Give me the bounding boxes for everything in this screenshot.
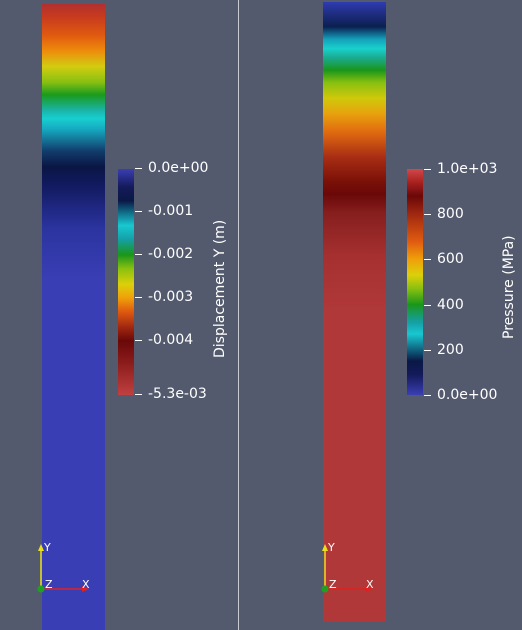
displacement-color-legend bbox=[118, 169, 134, 395]
legend-tick-label: -5.3e-03 bbox=[148, 386, 207, 402]
displacement-column bbox=[42, 4, 105, 630]
legend-tick-label: 600 bbox=[437, 251, 464, 267]
legend-tick-label: 0.0e+00 bbox=[148, 160, 208, 176]
legend-tick-label: 400 bbox=[437, 297, 464, 313]
legend-tick-label: 200 bbox=[437, 342, 464, 358]
pressure-legend-title: Pressure (MPa) bbox=[501, 235, 517, 339]
axis-x-label: X bbox=[366, 579, 374, 590]
legend-tick-label: -0.002 bbox=[148, 246, 193, 262]
legend-tick-label: -0.003 bbox=[148, 289, 193, 305]
orientation-axes: Y X Z bbox=[318, 538, 378, 598]
render-view-right[interactable]: 1.0e+03 800 600 400 200 0.0e+00 Pressure… bbox=[239, 0, 522, 630]
render-view-left[interactable]: 0.0e+00 -0.001 -0.002 -0.003 -0.004 -5.3… bbox=[0, 0, 238, 630]
legend-tick-label: 1.0e+03 bbox=[437, 161, 497, 177]
legend-tick-label: -0.004 bbox=[148, 332, 193, 348]
displacement-legend-title: Displacement Y (m) bbox=[212, 220, 228, 358]
legend-tick-label: -0.001 bbox=[148, 203, 193, 219]
legend-tick-label: 800 bbox=[437, 206, 464, 222]
legend-tick-label: 0.0e+00 bbox=[437, 387, 497, 403]
axis-x-label: X bbox=[82, 579, 90, 590]
axis-y-label: Y bbox=[44, 542, 51, 553]
axis-z-label: Z bbox=[329, 579, 337, 590]
pressure-color-legend bbox=[407, 169, 423, 395]
pressure-column bbox=[323, 2, 386, 622]
orientation-axes: Y X Z bbox=[34, 538, 94, 598]
axis-y-label: Y bbox=[328, 542, 335, 553]
axis-z-label: Z bbox=[45, 579, 53, 590]
